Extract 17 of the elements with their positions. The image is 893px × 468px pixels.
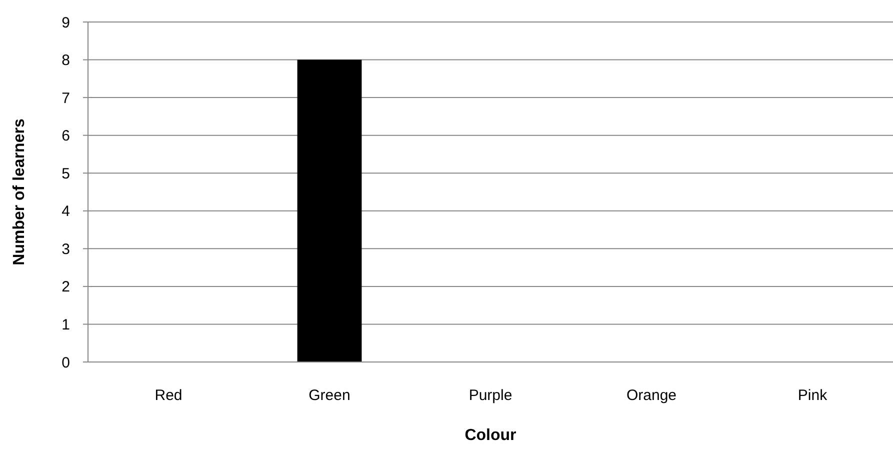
x-tick-label: Green <box>308 387 350 404</box>
y-tick-label: 0 <box>62 354 70 372</box>
y-tick-label: 5 <box>62 165 70 182</box>
y-tick-label: 2 <box>62 278 70 296</box>
y-tick-label: 8 <box>62 52 70 70</box>
x-tick-label: Pink <box>798 387 828 404</box>
y-axis-title: Number of learners <box>11 118 28 266</box>
y-tick-label: 3 <box>62 240 70 258</box>
y-tick-label: 4 <box>62 203 70 220</box>
y-tick-label: 9 <box>62 14 70 32</box>
x-tick-label: Orange <box>626 387 677 404</box>
y-tick-label: 1 <box>62 316 70 334</box>
x-tick-label: Red <box>154 387 182 404</box>
y-tick-label: 7 <box>62 90 70 107</box>
y-tick-label: 6 <box>62 128 70 145</box>
x-tick-label: Purple <box>468 387 512 404</box>
x-axis-title: Colour <box>464 427 516 444</box>
